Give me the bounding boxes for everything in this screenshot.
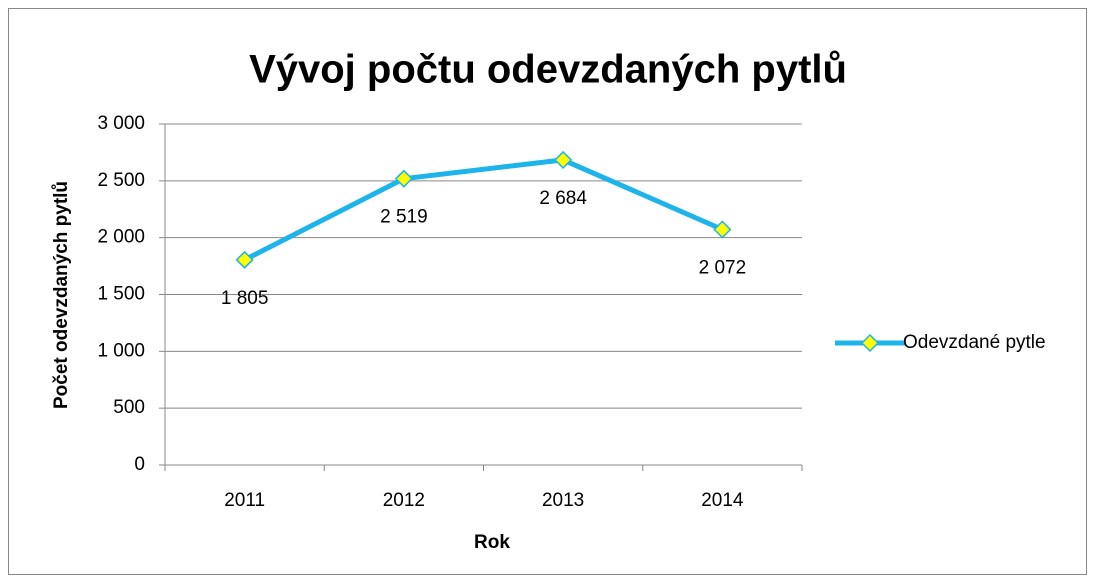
x-tick-label: 2014 [701,490,744,511]
y-tick-label: 3 000 [97,113,145,134]
legend-label: Odevzdané pytle [903,332,1046,353]
y-tick-label: 1 500 [97,284,145,305]
y-tick-label: 1 000 [97,340,145,361]
marker [394,169,413,188]
y-tick-label: 2 500 [97,170,145,191]
y-tick-label: 500 [113,397,145,418]
data-label: 2 072 [699,257,747,278]
chart-title: Vývoj počtu odevzdaných pytlů [249,48,847,92]
marker [554,150,573,169]
data-label: 2 684 [539,188,587,209]
chart-border [8,8,1087,575]
data-label: 2 519 [380,207,428,228]
series-line [243,157,724,263]
data-label: 1 805 [221,288,269,309]
y-tick-label: 2 000 [97,227,145,248]
x-tick-label: 2011 [224,490,265,511]
marker [235,250,254,269]
marker [713,220,732,239]
y-axis-label: Počet odevzdaných pytlů [51,181,72,409]
y-tick-label: 0 [134,454,145,475]
x-tick-label: 2013 [542,490,584,511]
x-axis-label: Rok [474,532,510,553]
legend-marker [860,333,880,353]
x-tick-label: 2012 [383,490,425,511]
